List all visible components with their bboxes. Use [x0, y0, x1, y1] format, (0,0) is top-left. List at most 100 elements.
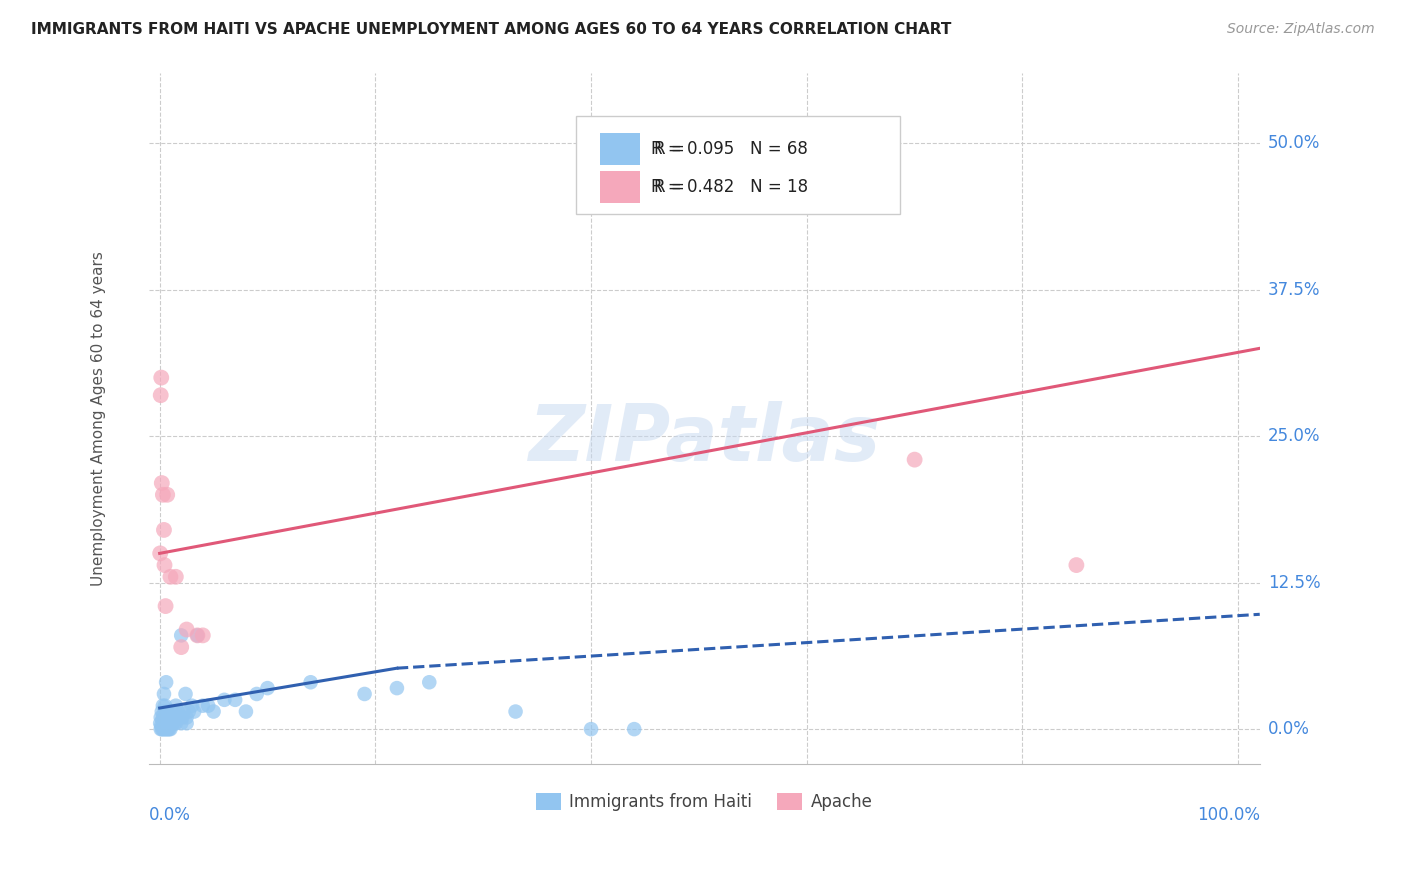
Text: Unemployment Among Ages 60 to 64 years: Unemployment Among Ages 60 to 64 years	[91, 252, 107, 586]
Point	[1066, 558, 1088, 573]
Point	[157, 710, 180, 724]
Point	[162, 716, 184, 731]
Point	[156, 716, 179, 731]
Point	[505, 705, 527, 719]
Point	[149, 722, 172, 736]
Point	[165, 698, 187, 713]
Point	[385, 681, 408, 695]
Point	[155, 599, 177, 613]
Point	[156, 722, 179, 736]
Point	[176, 710, 198, 724]
Text: 0.0%: 0.0%	[1268, 720, 1310, 738]
Point	[157, 722, 180, 736]
Point	[157, 710, 180, 724]
Text: R =: R =	[654, 178, 690, 196]
Point	[183, 705, 205, 719]
Point	[256, 681, 278, 695]
Point	[623, 722, 645, 736]
Point	[149, 388, 172, 402]
Point	[172, 710, 194, 724]
Point	[418, 675, 440, 690]
Point	[202, 705, 225, 719]
Point	[159, 716, 181, 731]
Point	[904, 452, 927, 467]
Point	[149, 546, 172, 560]
Point	[150, 713, 173, 727]
Point	[153, 698, 176, 713]
Point	[157, 716, 180, 731]
Point	[170, 716, 193, 731]
Text: 0.0%: 0.0%	[149, 805, 191, 823]
Text: 25.0%: 25.0%	[1268, 427, 1320, 445]
Point	[160, 705, 183, 719]
Point	[163, 710, 186, 724]
Point	[156, 713, 179, 727]
Point	[741, 160, 763, 174]
Text: 100.0%: 100.0%	[1197, 805, 1260, 823]
Text: R = 0.482   N = 18: R = 0.482 N = 18	[651, 178, 808, 196]
Point	[153, 558, 176, 573]
Point	[177, 705, 200, 719]
Point	[235, 705, 257, 719]
Point	[152, 722, 174, 736]
Point	[186, 628, 208, 642]
Text: R = 0.095   N = 68: R = 0.095 N = 68	[651, 140, 808, 158]
Point	[153, 722, 176, 736]
Point	[246, 687, 269, 701]
Point	[150, 705, 173, 719]
Legend: Immigrants from Haiti, Apache: Immigrants from Haiti, Apache	[530, 787, 879, 818]
Point	[156, 705, 179, 719]
Point	[181, 698, 204, 713]
Point	[186, 628, 208, 642]
Point	[153, 716, 176, 731]
Point	[353, 687, 375, 701]
Text: 12.5%: 12.5%	[1268, 574, 1320, 591]
Point	[214, 693, 236, 707]
Text: ZIPatlas: ZIPatlas	[529, 401, 880, 477]
Point	[159, 710, 181, 724]
Point	[176, 623, 198, 637]
Point	[155, 722, 177, 736]
Point	[156, 488, 179, 502]
Point	[149, 710, 172, 724]
Point	[160, 716, 183, 731]
Point	[191, 628, 214, 642]
Point	[163, 716, 186, 731]
Point	[160, 716, 183, 731]
Text: IMMIGRANTS FROM HAITI VS APACHE UNEMPLOYMENT AMONG AGES 60 TO 64 YEARS CORRELATI: IMMIGRANTS FROM HAITI VS APACHE UNEMPLOY…	[31, 22, 952, 37]
Point	[191, 698, 214, 713]
Point	[155, 675, 177, 690]
Text: Source: ZipAtlas.com: Source: ZipAtlas.com	[1227, 22, 1375, 37]
Text: R =: R =	[654, 140, 690, 158]
Point	[176, 716, 198, 731]
Point	[150, 370, 173, 384]
Point	[159, 722, 181, 736]
Point	[299, 675, 322, 690]
Point	[150, 718, 173, 732]
Point	[579, 722, 602, 736]
Point	[149, 716, 172, 731]
Point	[155, 710, 177, 724]
Point	[167, 705, 190, 719]
Point	[174, 687, 197, 701]
Point	[152, 488, 174, 502]
Point	[152, 708, 174, 723]
Point	[157, 722, 180, 736]
Point	[224, 693, 246, 707]
Point	[150, 476, 173, 491]
Point	[170, 628, 193, 642]
Point	[165, 570, 187, 584]
Point	[162, 716, 184, 731]
Point	[159, 570, 181, 584]
Text: 37.5%: 37.5%	[1268, 281, 1320, 299]
Point	[165, 716, 187, 731]
Point	[197, 698, 219, 713]
Text: 50.0%: 50.0%	[1268, 135, 1320, 153]
Point	[169, 710, 191, 724]
Point	[166, 710, 188, 724]
Point	[170, 640, 193, 654]
Point	[150, 722, 173, 736]
Point	[153, 523, 176, 537]
Point	[152, 698, 174, 713]
Point	[172, 705, 194, 719]
